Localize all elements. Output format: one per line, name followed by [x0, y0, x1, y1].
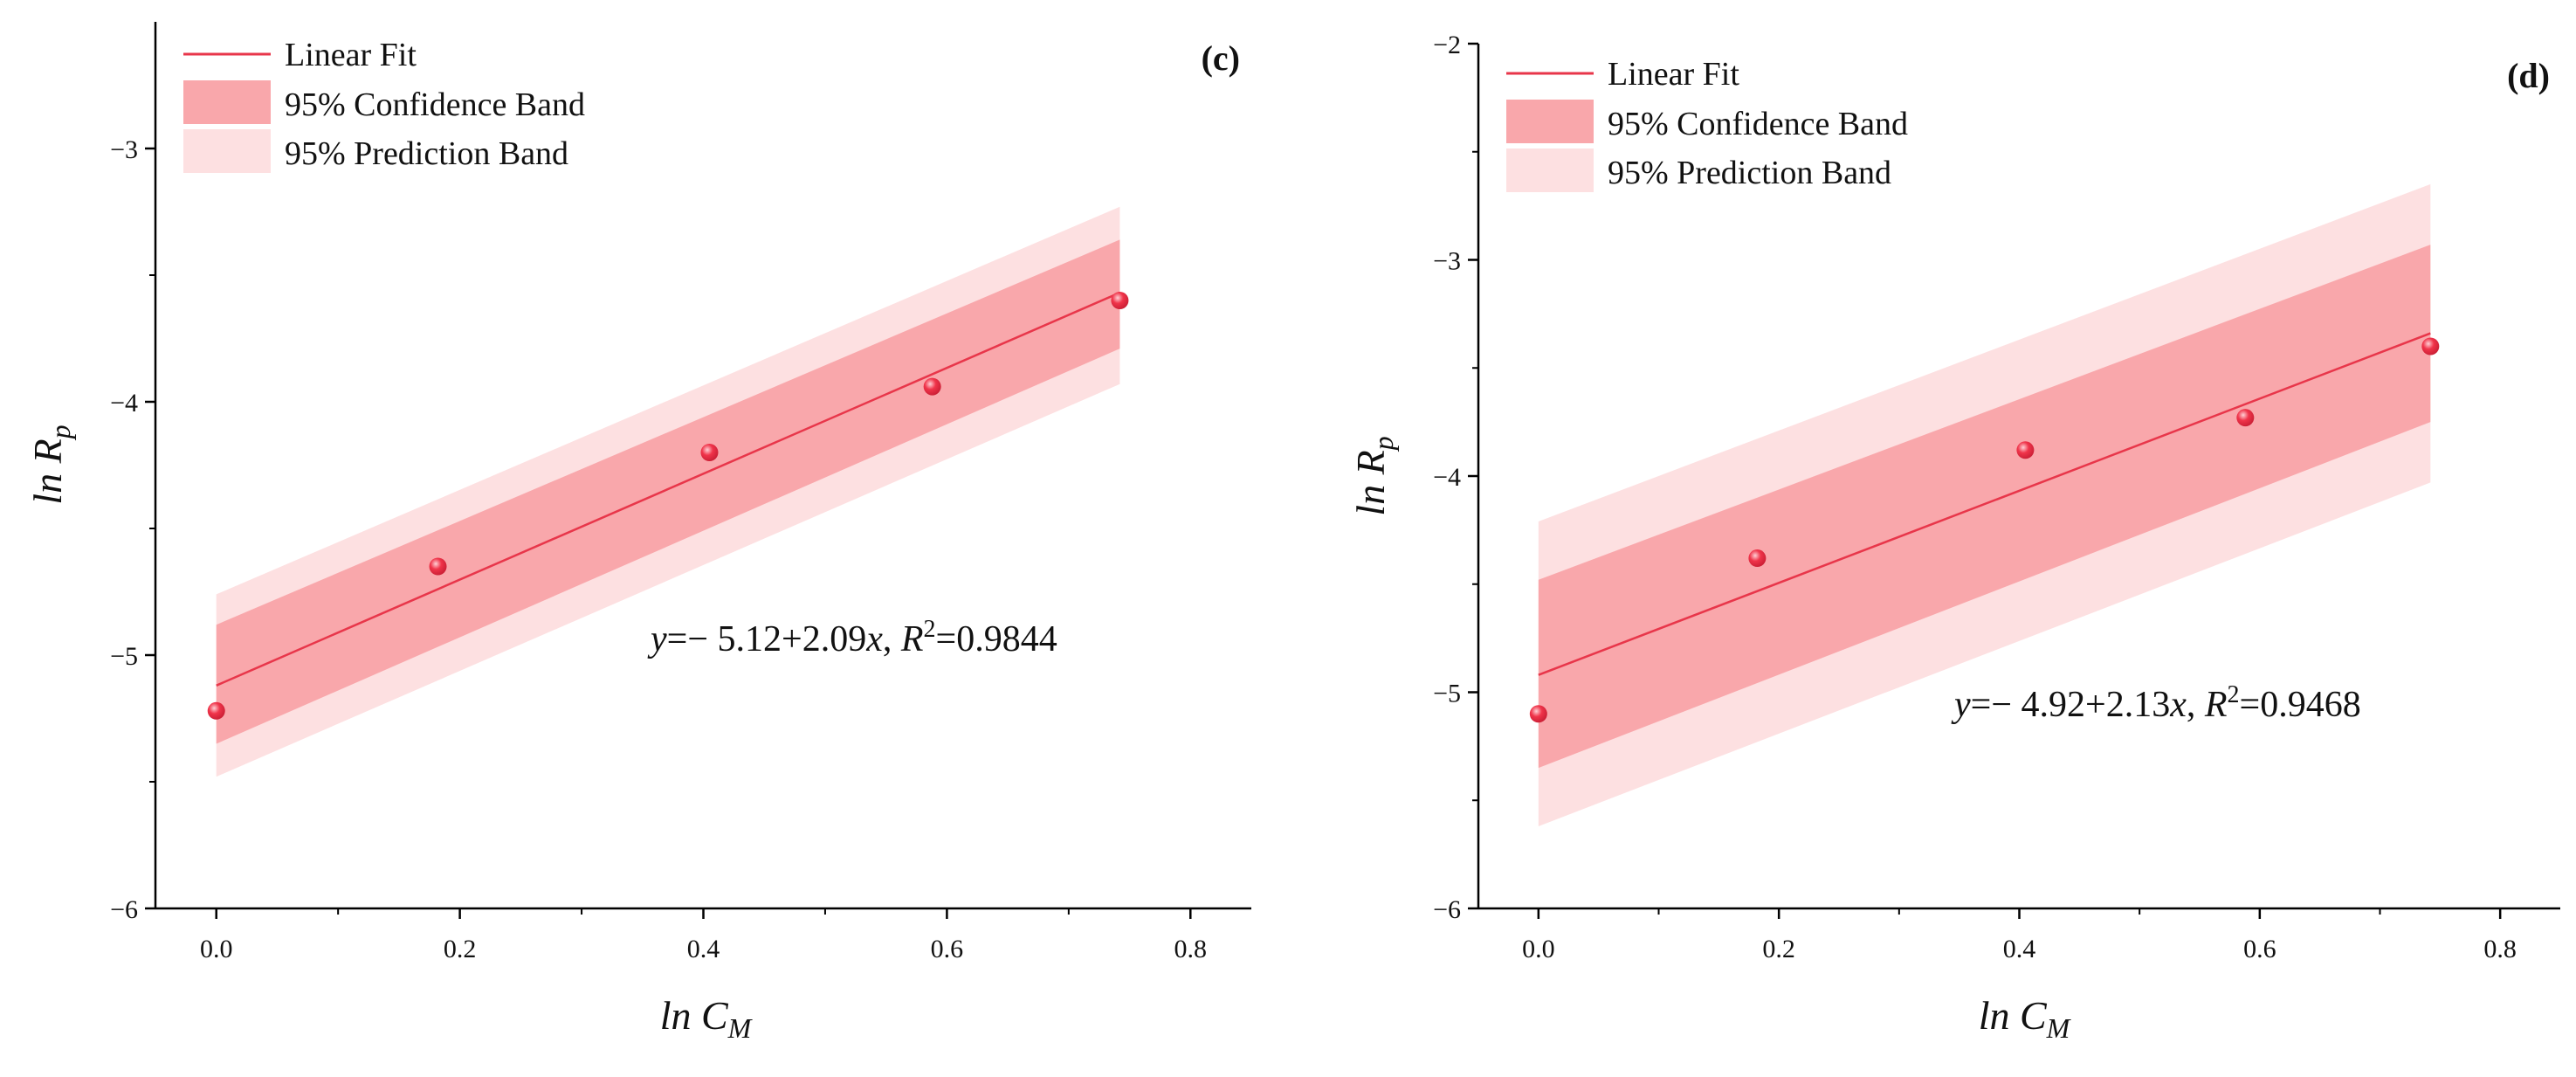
x-tick-label: 0.6 — [931, 935, 964, 963]
x-tick-label: 0.2 — [444, 935, 477, 963]
panel-label: (d) — [2507, 56, 2550, 95]
data-point — [207, 701, 225, 720]
x-tick-label: 0.0 — [200, 935, 233, 963]
linear-fit-line — [216, 291, 1120, 687]
fit-equation: y=− 5.12+2.09x, R2=0.9844 — [647, 616, 1057, 659]
data-point — [1748, 549, 1767, 568]
linear-fit-line — [1538, 332, 2431, 676]
x-axis-label: ln CM — [660, 993, 754, 1044]
x-tick-label: 0.0 — [1522, 935, 1555, 963]
x-tick-label: 0.8 — [1174, 935, 1208, 963]
data-point — [923, 377, 941, 396]
y-tick-label: −4 — [110, 389, 138, 418]
chart-panel-c: 0.0 0.2 0.4 0.6 0.8 −6 −5 −4 −3 ln CM ln Rp Linear … — [25, 22, 1251, 1044]
legend-confidence-swatch — [183, 80, 271, 124]
y-tick-label: −6 — [1433, 895, 1461, 924]
x-tick-label: 0.6 — [2243, 935, 2276, 963]
data-point — [1111, 292, 1129, 309]
legend-entry: 95% Prediction Band — [1608, 155, 1891, 191]
legend-entry: 95% Prediction Band — [285, 135, 568, 172]
legend-entry: 95% Confidence Band — [285, 86, 585, 123]
legend-prediction-swatch — [183, 129, 271, 173]
y-tick-label: −5 — [110, 642, 138, 671]
legend-prediction-swatch — [1506, 148, 1594, 192]
y-tick-label: −3 — [1433, 247, 1461, 276]
legend-entry: Linear Fit — [1608, 56, 1739, 93]
y-tick-label: −3 — [110, 135, 138, 164]
data-point — [2236, 409, 2255, 427]
y-tick-label: −6 — [110, 895, 138, 924]
legend-confidence-swatch — [1506, 100, 1594, 143]
x-tick-label: 0.2 — [1762, 935, 1795, 963]
y-axis-label: ln Rp — [1348, 436, 1399, 515]
data-point — [2421, 337, 2440, 356]
x-tick-label: 0.8 — [2483, 935, 2517, 963]
legend-entry: Linear Fit — [285, 37, 417, 73]
y-axis-label: ln Rp — [25, 425, 76, 504]
data-point — [1529, 705, 1547, 723]
x-tick-label: 0.4 — [687, 935, 720, 963]
x-tick-label: 0.4 — [2003, 935, 2036, 963]
legend-entry: 95% Confidence Band — [1608, 106, 1908, 142]
data-point — [429, 557, 447, 576]
fit-equation: y=− 4.92+2.13x, R2=0.9468 — [1951, 681, 2361, 725]
legend: Linear Fit 95% Confidence Band 95% Predict… — [1506, 56, 1908, 192]
x-axis-label: ln CM — [1979, 993, 2072, 1044]
panel-label: (c) — [1202, 38, 1240, 78]
legend: Linear Fit 95% Confidence Band 95% Predict… — [183, 37, 585, 173]
confidence-band — [216, 239, 1120, 744]
confidence-band — [1538, 245, 2431, 769]
chart-panel-d: 0.0 0.2 0.4 0.6 0.8 −6 −5 −4 −3 −2 ln CM ln Rp Linea… — [1348, 31, 2560, 1044]
y-tick-label: −5 — [1433, 680, 1461, 708]
data-point — [2016, 441, 2035, 459]
data-point — [700, 444, 719, 461]
y-tick-label: −2 — [1433, 31, 1461, 59]
y-tick-label: −4 — [1433, 463, 1461, 492]
